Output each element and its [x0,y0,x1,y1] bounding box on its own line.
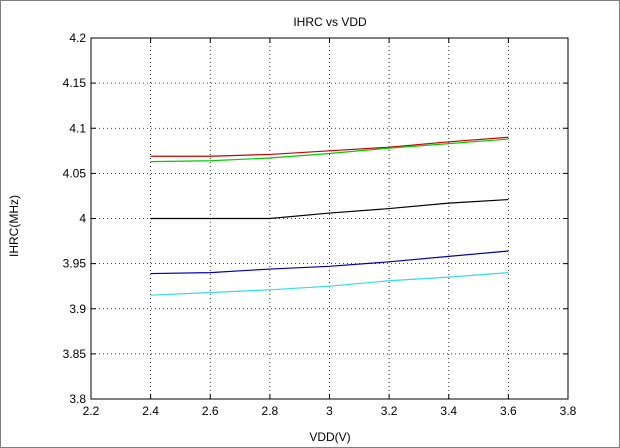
y-tick-label: 4.15 [63,76,87,90]
chart-title: IHRC vs VDD [293,15,367,29]
x-tick-label: 2.6 [202,404,219,418]
series-line-4 [150,250,509,275]
y-tick-label: 3.8 [69,392,86,406]
x-tick-label: 2.4 [142,404,159,418]
x-tick-label: 3.4 [440,404,457,418]
series-line-1 [150,136,509,157]
y-axis-label: IHRC(MHz) [7,195,21,257]
plot-area: 2.2 2.4 2.6 2.8 3 3.2 3.4 3.6 3.8 3.8 3.85 3.9 3.95 4… [63,31,577,418]
y-tick-label: 3.9 [69,302,86,316]
y-tick-label: 3.95 [63,257,87,271]
x-tick-label: 3.8 [560,404,577,418]
y-tick-label: 4.2 [69,31,86,45]
y-tick-label: 4 [79,212,86,226]
y-tick-label: 3.85 [63,347,87,361]
axes-box [90,37,569,400]
x-axis-label: VDD(V) [309,430,350,444]
x-tick-label: 3 [326,404,333,418]
x-tick-label: 3.2 [381,404,398,418]
x-tick-label: 2.2 [83,404,100,418]
x-tick-label: 2.8 [262,404,279,418]
y-tick-label: 4.05 [63,166,87,180]
x-tick-label: 3.6 [500,404,517,418]
series-line-5 [150,272,509,296]
series-line-3 [150,198,509,220]
y-tick-label: 4.1 [69,121,86,135]
series-line-2 [150,138,509,163]
